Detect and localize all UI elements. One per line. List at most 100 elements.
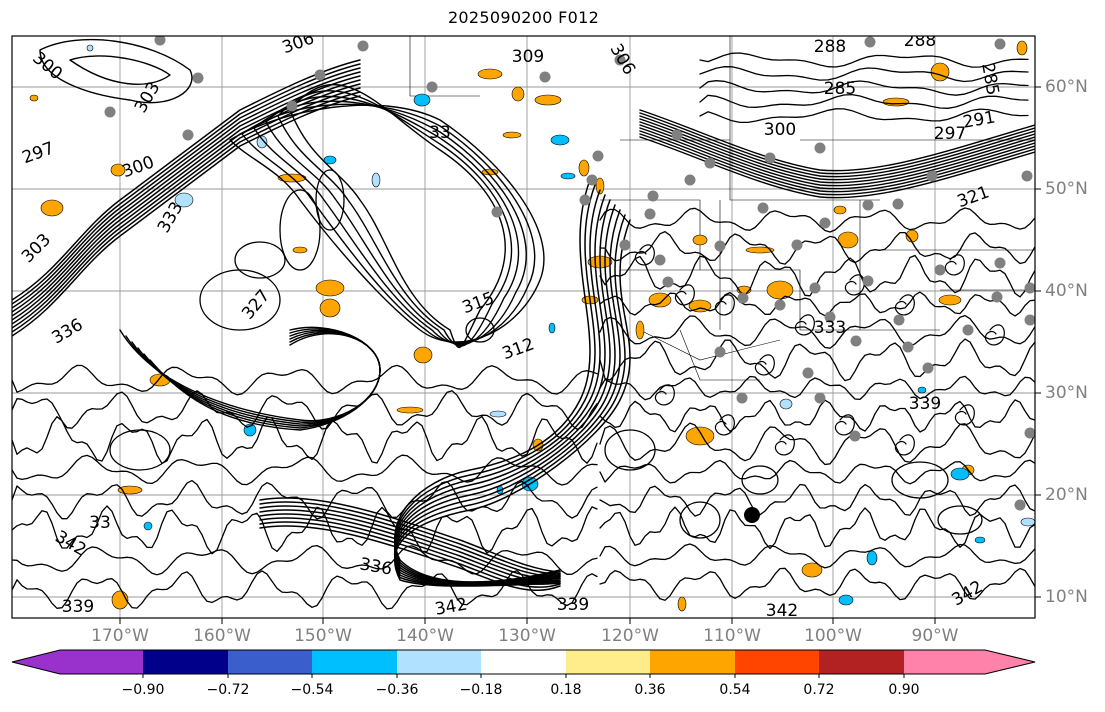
contour-label: 339: [909, 394, 941, 414]
station-dot: [791, 239, 803, 251]
positive-anomaly-area: [648, 292, 672, 308]
positive-anomaly-area: [117, 485, 143, 495]
contour-label: 300: [764, 120, 796, 140]
positive-anomaly-area: [534, 94, 562, 106]
negative-anomaly-area: [413, 93, 431, 107]
station-dot: [902, 341, 914, 353]
negative-anomaly-area: [143, 521, 153, 531]
contour-label: 33: [429, 123, 451, 143]
colorbar-segment: [735, 650, 819, 674]
station-dot: [736, 392, 748, 404]
station-dot: [862, 275, 874, 287]
positive-anomaly-area: [801, 562, 823, 578]
contour-line: [12, 71, 361, 313]
contour-line: [229, 104, 545, 343]
contour-line: [394, 199, 611, 585]
station-dot: [774, 299, 786, 311]
contour-line: [639, 112, 1035, 175]
negative-anomaly-area: [950, 467, 970, 481]
positive-anomaly-area: [29, 94, 39, 102]
negative-anomaly-area: [838, 594, 854, 606]
contour-squiggle: [714, 294, 735, 316]
contour-line: [639, 115, 1035, 178]
station-dot: [491, 206, 503, 218]
colorbar-extend-low: [12, 650, 143, 674]
contour-squiggle: [714, 414, 735, 436]
negative-anomaly-area: [489, 410, 507, 418]
contour-line: [12, 59, 361, 301]
positive-anomaly-area: [315, 279, 345, 297]
negative-anomaly-area: [174, 192, 194, 208]
contour-line: [12, 415, 598, 465]
station-dot: [819, 217, 831, 229]
closed-contour: [279, 189, 321, 271]
station-dot: [1024, 314, 1035, 326]
negative-anomaly-area: [548, 322, 556, 334]
positive-anomaly-area: [110, 163, 126, 177]
contour-label: 342: [766, 601, 798, 621]
negative-anomaly-area: [560, 172, 576, 180]
station-dot: [893, 314, 905, 326]
contour-line: [639, 136, 1035, 199]
station-dot: [592, 150, 604, 162]
station-dot: [654, 254, 666, 266]
closed-contour: [315, 169, 345, 231]
station-dot: [991, 291, 1003, 303]
station-dot: [357, 40, 369, 52]
contour-line: [639, 133, 1035, 196]
station-dot: [764, 152, 776, 164]
positive-anomaly-area: [745, 246, 775, 254]
negative-anomaly-area: [779, 398, 793, 410]
contour-squiggle: [834, 414, 855, 436]
state-border: [639, 329, 781, 361]
positive-anomaly-area: [511, 86, 525, 102]
contour-line: [639, 127, 1035, 190]
station-dot: [802, 367, 814, 379]
contour-line: [394, 194, 606, 585]
contour-line: [639, 124, 1035, 187]
station-dot: [1014, 499, 1026, 511]
contour-squiggle: [754, 354, 775, 376]
station-dot: [814, 392, 826, 404]
contour-squiggle: [844, 274, 865, 296]
cyclone-center-dot: [744, 507, 760, 523]
colorbar-segment: [819, 650, 904, 674]
positive-anomaly-area: [692, 234, 708, 246]
state-border: [409, 36, 480, 97]
positive-anomaly-area: [1016, 40, 1028, 56]
contour-line: [599, 543, 1035, 569]
station-dot: [714, 346, 726, 358]
contour-line: [265, 95, 520, 346]
lat-label: 40°N: [1045, 281, 1088, 301]
state-border: [600, 199, 701, 270]
contour-line: [394, 179, 591, 583]
contour-line: [259, 509, 561, 580]
contour-line: [699, 93, 1029, 109]
contour-label: 288: [814, 37, 846, 57]
contour-line: [277, 90, 513, 347]
station-dot: [579, 194, 591, 206]
lon-label: 100°W: [804, 626, 862, 646]
station-dot: [934, 264, 946, 276]
contour-line: [12, 95, 361, 337]
colorbar-tick-label: 0.18: [550, 682, 582, 698]
contour-line: [394, 214, 626, 587]
contour-line: [12, 390, 598, 430]
station-dot: [662, 276, 674, 288]
axis-ticks: [119, 86, 1041, 624]
contour-line: [12, 364, 598, 396]
negative-anomaly-area: [323, 155, 337, 165]
station-dot: [1024, 427, 1035, 439]
contour-squiggle: [634, 244, 655, 266]
contour-line: [639, 109, 1035, 172]
station-dot: [850, 335, 862, 347]
positive-anomaly-area: [635, 320, 645, 340]
station-dot: [426, 81, 438, 93]
contour-line: [599, 375, 1035, 401]
contour-line: [639, 121, 1035, 184]
lon-label: 120°W: [601, 626, 659, 646]
station-dot: [104, 106, 116, 118]
negative-anomaly-area: [917, 386, 927, 394]
contour-label: 297: [934, 124, 966, 144]
closed-contour: [109, 429, 171, 471]
